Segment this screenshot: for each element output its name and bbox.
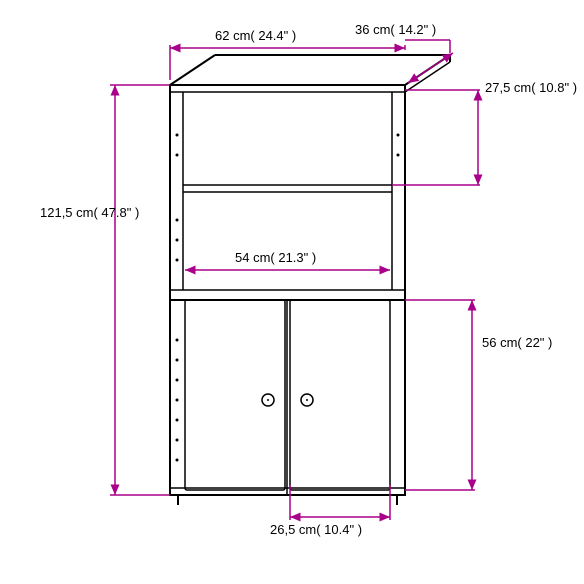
label-shelf-width: 54 cm( 21.3" ) <box>235 250 316 265</box>
label-width: 62 cm( 24.4" ) <box>215 28 296 43</box>
label-lower-height: 56 cm( 22" ) <box>482 335 532 350</box>
label-depth: 36 cm( 14.2" ) <box>355 22 436 37</box>
label-total-height: 121,5 cm( 47.8" ) <box>40 205 100 220</box>
label-shelf-height: 27,5 cm( 10.8" ) <box>485 80 545 95</box>
label-door-width: 26,5 cm( 10.4" ) <box>270 522 362 537</box>
diagram-canvas: 62 cm( 24.4" ) 36 cm( 14.2" ) 27,5 cm( 1… <box>0 0 584 584</box>
